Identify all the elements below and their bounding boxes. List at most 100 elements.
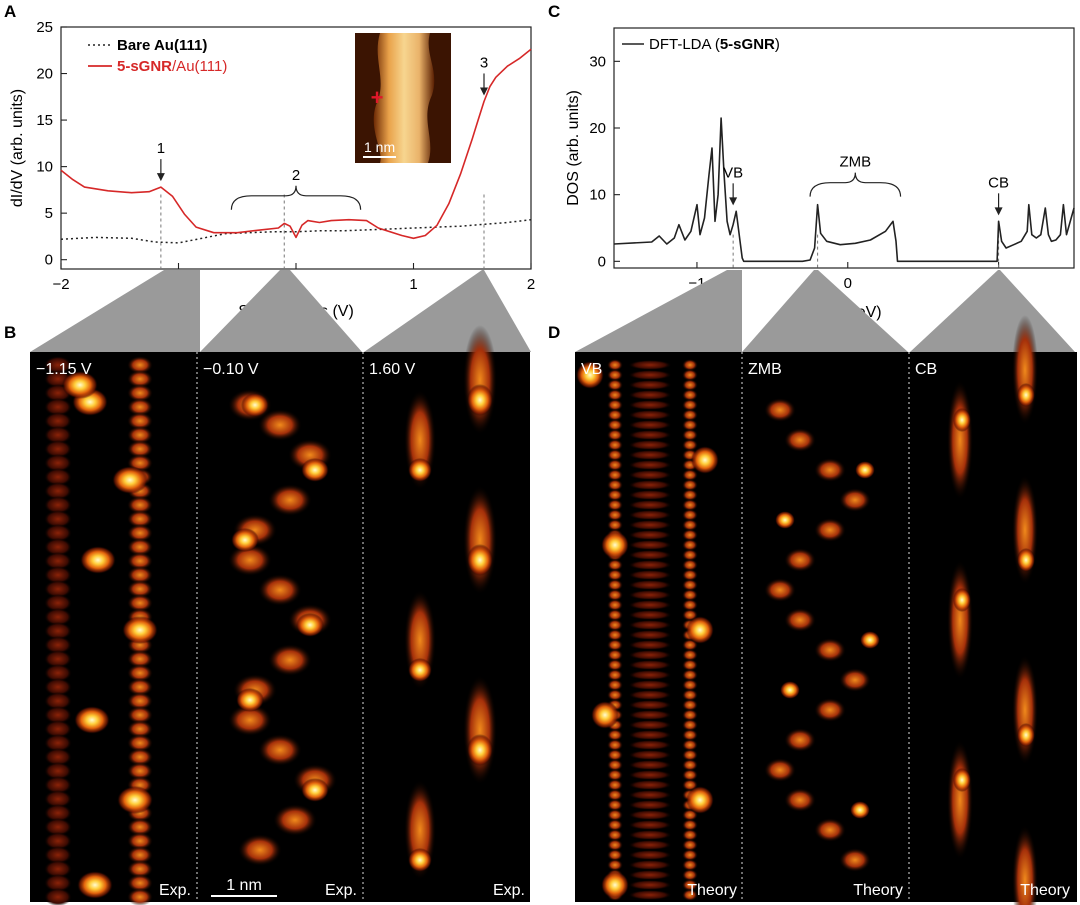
map-lobe [628, 610, 672, 620]
map-lobe [682, 429, 698, 441]
funnel-d1 [575, 270, 742, 352]
map-lobe [607, 839, 623, 851]
annotation-label: VB [723, 164, 743, 181]
map-lobe [628, 710, 672, 720]
map-lobe [628, 820, 672, 830]
map-lobe [607, 649, 623, 661]
map-d1-corner: Theory [687, 882, 737, 899]
map-lobe [601, 871, 629, 899]
x-tick-label: 1 [409, 276, 417, 293]
map-lobe [44, 748, 72, 766]
map-lobe [607, 679, 623, 691]
map-lobe [1017, 723, 1035, 747]
y-tick-label: 20 [589, 120, 606, 137]
annotation-label: 3 [480, 54, 488, 71]
map-lobe [953, 588, 971, 612]
map-lobe [607, 559, 623, 571]
map-lobe [682, 759, 698, 771]
map-d2-label: ZMB [748, 361, 782, 378]
map-lobe [682, 869, 698, 881]
map-lobe [44, 706, 72, 724]
map-lobe [44, 454, 72, 472]
map-lobe [408, 458, 432, 482]
map-lobe [127, 356, 153, 374]
map-d1-label: VB [581, 361, 602, 378]
map-lobe [44, 426, 72, 444]
map-lobe [953, 408, 971, 432]
map-lobe [44, 846, 72, 864]
map-lobe [682, 419, 698, 431]
map-lobe [628, 510, 672, 520]
map-lobe [44, 440, 72, 458]
map-lobe [127, 762, 153, 780]
y-tick-label: 15 [36, 112, 53, 129]
map-lobe [682, 369, 698, 381]
map-lobe [682, 879, 698, 891]
map-lobe [784, 728, 816, 752]
map-lobe [44, 524, 72, 542]
map-lobe [628, 830, 672, 840]
map-lobe [607, 859, 623, 871]
map-lobe [44, 720, 72, 738]
map-lobe [691, 446, 719, 474]
map-lobe [463, 675, 497, 785]
maps-d-lobes [576, 315, 1038, 905]
map-lobe [628, 470, 672, 480]
series-line [60, 218, 532, 244]
map-lobe [44, 356, 72, 374]
map-lobe [127, 412, 153, 430]
map-lobe [241, 393, 269, 417]
map-lobe [127, 734, 153, 752]
maps-b-lobes [44, 325, 497, 905]
map-lobe [127, 720, 153, 738]
map-lobe [628, 770, 672, 780]
map-lobe [628, 580, 672, 590]
map-lobe [268, 484, 312, 516]
map-lobe [607, 589, 623, 601]
map-lobe [127, 818, 153, 836]
map-lobe [947, 740, 973, 860]
map-lobe [682, 469, 698, 481]
map-lobe [44, 692, 72, 710]
map-lobe [467, 734, 493, 766]
map-lobe [44, 622, 72, 640]
map-lobe [607, 789, 623, 801]
map-lobe [607, 759, 623, 771]
map-lobe [628, 840, 672, 850]
map-lobe [628, 740, 672, 750]
map-lobe [682, 409, 698, 421]
map-lobe [850, 801, 870, 819]
map-lobe [127, 692, 153, 710]
map-lobe [628, 640, 672, 650]
map-lobe [784, 608, 816, 632]
map-lobe [127, 426, 153, 444]
map-lobe [682, 649, 698, 661]
map-lobe [607, 829, 623, 841]
map-lobe [628, 450, 672, 460]
map-b1-corner: Exp. [159, 882, 191, 899]
map-lobe [607, 519, 623, 531]
map-lobe [80, 546, 116, 574]
panel-label-c: C [548, 2, 560, 21]
map-lobe [814, 638, 846, 662]
map-d3-label: CB [915, 361, 937, 378]
map-lobe [628, 360, 672, 370]
map-lobe [839, 848, 871, 872]
map-lobe [628, 460, 672, 470]
map-lobe [44, 860, 72, 878]
map-lobe [127, 748, 153, 766]
map-lobe [682, 889, 698, 901]
map-lobe [628, 570, 672, 580]
map-lobe [607, 439, 623, 451]
legend-dft-text: DFT-LDA ( [649, 36, 720, 53]
map-lobe [607, 399, 623, 411]
chart-c-axes: −1010102030 [589, 53, 1002, 292]
map-lobe [127, 580, 153, 598]
map-b3-label: 1.60 V [369, 361, 416, 378]
map-lobe [44, 790, 72, 808]
map-lobe [628, 690, 672, 700]
panel-label-a: A [4, 2, 16, 21]
map-lobe [607, 489, 623, 501]
annotation-arrowhead [480, 87, 488, 96]
annotation-brace [230, 185, 362, 210]
